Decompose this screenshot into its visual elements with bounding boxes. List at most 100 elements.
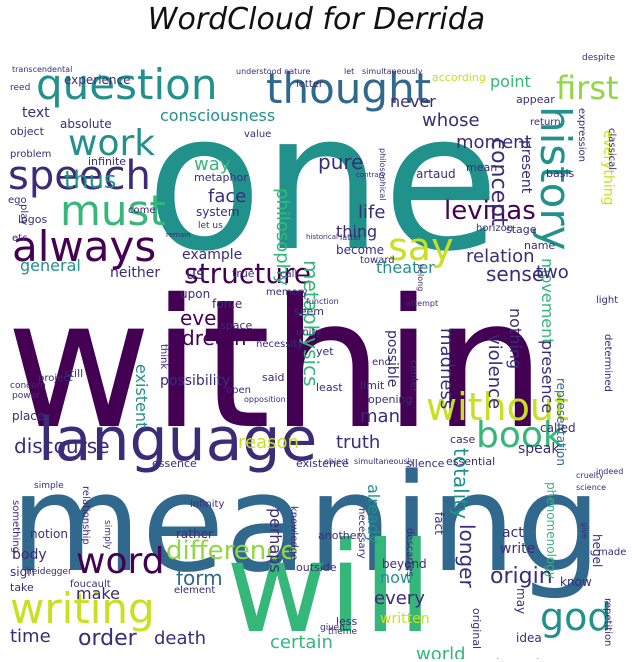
cloud-word: theme (328, 627, 358, 637)
cloud-word: called (540, 421, 576, 435)
cloud-word: simply (102, 520, 112, 550)
cloud-word: contrary (356, 171, 386, 179)
cloud-word: horizon (476, 223, 514, 234)
cloud-word: artaud (416, 167, 456, 181)
cloud-word: classical (606, 128, 617, 171)
cloud-word: thing (336, 222, 378, 241)
cloud-word: already (364, 484, 383, 544)
cloud-word: example (182, 247, 243, 263)
cloud-word: simultaneously (354, 457, 415, 466)
cloud-word: reed (10, 83, 31, 93)
cloud-word: take (10, 581, 34, 594)
cloud-word: appear (516, 93, 555, 106)
cloud-word: thus (64, 166, 117, 194)
cloud-word: knowledge (288, 506, 299, 561)
cloud-word: face (208, 186, 247, 207)
cloud-word: general (20, 256, 81, 275)
cloud-word: system (196, 205, 240, 219)
cloud-word: structure (184, 257, 312, 290)
cloud-word: will (226, 516, 433, 659)
cloud-word: force (212, 297, 243, 311)
cloud-word: heidegger (26, 567, 72, 577)
cloud-word: god (540, 595, 612, 639)
cloud-word: essential (446, 455, 496, 468)
cloud-word: another (318, 529, 362, 542)
cloud-word: phenomenology (544, 482, 558, 579)
cloud-word: logos (18, 213, 48, 226)
cloud-word: play (18, 204, 29, 226)
cloud-word: indeed (596, 467, 624, 476)
cloud-word: essence (152, 457, 197, 470)
cloud-word: perhaps (266, 508, 285, 573)
cloud-word: let us (198, 221, 223, 231)
cloud-word: word (76, 541, 165, 582)
cloud-word: upon (180, 287, 211, 301)
cloud-word: question (36, 60, 218, 109)
cloud-word: attempt (406, 299, 439, 308)
cloud-word: become (336, 243, 385, 257)
cloud-word: dream (182, 326, 247, 350)
cloud-word: every (374, 588, 425, 609)
cloud-word: concern (10, 381, 46, 391)
cloud-word: limit (360, 379, 385, 392)
cloud-word: always (12, 222, 157, 271)
figure-title: WordCloud for Derrida (147, 2, 486, 37)
cloud-word: given (320, 623, 345, 633)
cloud-word: two (536, 262, 569, 283)
cloud-word: problem (10, 149, 52, 160)
cloud-word: infinite (88, 155, 127, 168)
cloud-word: order (78, 626, 137, 651)
cloud-word: etc (12, 233, 28, 244)
cloud-word: whose (422, 110, 480, 131)
cloud-word: work (68, 123, 156, 164)
cloud-word: end (372, 357, 391, 368)
cloud-word: expression (576, 108, 587, 162)
cloud-word: discourse (14, 434, 110, 458)
cloud-word: certain (270, 632, 333, 653)
cloud-word: violence (484, 334, 505, 410)
cloud-word: know (560, 575, 592, 589)
cloud-word: presence (538, 340, 557, 414)
cloud-word: point (490, 72, 531, 91)
cloud-word: said (262, 371, 285, 384)
cloud-word: notion (30, 527, 68, 541)
cloud-word: fact (432, 512, 446, 535)
cloud-word: name (524, 239, 556, 252)
cloud-word: outside (296, 561, 337, 574)
cloud-word: longer (455, 524, 479, 588)
cloud-word: first (556, 69, 619, 107)
cloud-word: object (10, 125, 44, 138)
cloud-word: let (344, 67, 355, 76)
cloud-word: write (500, 541, 536, 557)
cloud-word: true (232, 267, 255, 280)
cloud-word: give (580, 522, 589, 539)
cloud-word: existent (132, 364, 151, 429)
cloud-word: element (174, 585, 216, 596)
cloud-word: letter (296, 79, 324, 90)
cloud-word: project (38, 373, 73, 384)
cloud-word: infinity (190, 499, 225, 510)
cloud-word: levinas (444, 196, 536, 226)
cloud-word: despite (582, 53, 616, 63)
cloud-word: man (360, 406, 400, 427)
cloud-word: present (518, 140, 534, 194)
cloud-word: thought (266, 64, 432, 113)
cloud-word: seem (294, 305, 324, 318)
cloud-word: difference (166, 536, 297, 566)
cloud-word: remain (166, 231, 191, 239)
cloud-word: written (380, 611, 430, 627)
cloud-word: foucault (70, 579, 111, 590)
cloud-word: neither (110, 265, 161, 281)
cloud-word: descartes (404, 528, 415, 577)
cloud-word: one (146, 72, 500, 293)
cloud-word: transcendental (12, 65, 73, 74)
cloud-word: function (306, 297, 339, 306)
cloud-word: something (10, 500, 21, 553)
cloud-word: make (76, 584, 120, 603)
cloud-word: death (154, 628, 206, 649)
cloud-word: may (514, 588, 528, 615)
cloud-word: necessity (256, 339, 304, 350)
word-cloud: within one meaning will language question thou… (6, 38, 627, 659)
cloud-word: less (336, 615, 358, 628)
